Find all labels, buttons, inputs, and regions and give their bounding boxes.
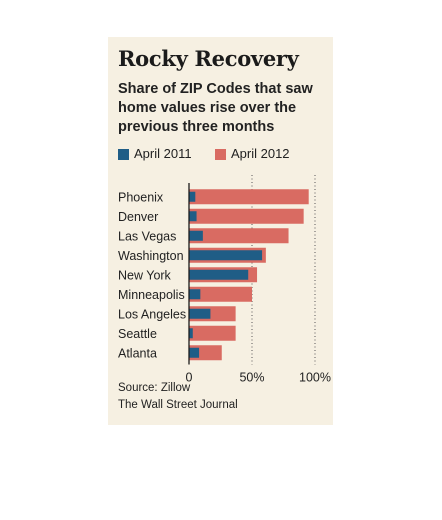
chart-card: Rocky Recovery Share of ZIP Codes that s… xyxy=(108,37,333,425)
category-label-seattle: Seattle xyxy=(118,327,157,341)
source-text: Source: Zillow xyxy=(118,382,191,394)
chart-title: Rocky Recovery xyxy=(118,46,299,71)
bar-chart: Phoenix Denver Las Vegas Washington New York… xyxy=(118,175,331,383)
x-tick-label-100: 100% xyxy=(299,371,331,383)
bar-april-2011-denver xyxy=(189,211,197,222)
bar-april-2012-denver xyxy=(189,208,304,224)
bar-april-2012-minneapolis xyxy=(189,286,252,302)
category-label-minneapolis: Minneapolis xyxy=(118,288,185,302)
bar-april-2011-phoenix xyxy=(189,191,196,202)
bar-april-2011-minneapolis xyxy=(189,289,201,300)
bar-april-2012-phoenix xyxy=(189,189,309,205)
category-label-los-angeles: Los Angeles xyxy=(118,307,186,321)
x-tick-label-50: 50% xyxy=(239,371,264,383)
bar-april-2011-los-angeles xyxy=(189,308,211,319)
bar-april-2011-new-york xyxy=(189,269,249,280)
bar-april-2011-washington xyxy=(189,250,263,261)
category-label-denver: Denver xyxy=(118,210,158,224)
bar-april-2011-las-vegas xyxy=(189,230,203,241)
legend-label-april-2011: April 2011 xyxy=(134,146,192,161)
bar-april-2012-seattle xyxy=(189,325,236,341)
category-label-new-york: New York xyxy=(118,268,172,282)
chart-subtitle: Share of ZIP Codes that saw home values … xyxy=(118,81,313,135)
legend-swatch-april-2012 xyxy=(215,149,226,160)
bar-april-2011-atlanta xyxy=(189,347,200,358)
bar-april-2012-las-vegas xyxy=(189,228,289,244)
category-label-las-vegas: Las Vegas xyxy=(118,229,176,243)
legend-label-april-2012: April 2012 xyxy=(231,146,290,161)
credit-text: The Wall Street Journal xyxy=(118,399,238,411)
category-label-atlanta: Atlanta xyxy=(118,346,157,360)
source-note: Source: Zillow The Wall Street Journal xyxy=(118,380,238,414)
category-label-washington: Washington xyxy=(118,249,184,263)
legend-swatch-april-2011 xyxy=(118,149,129,160)
category-label-phoenix: Phoenix xyxy=(118,190,164,204)
bar-april-2011-seattle xyxy=(189,328,193,339)
x-tick-label-0: 0 xyxy=(186,371,193,383)
